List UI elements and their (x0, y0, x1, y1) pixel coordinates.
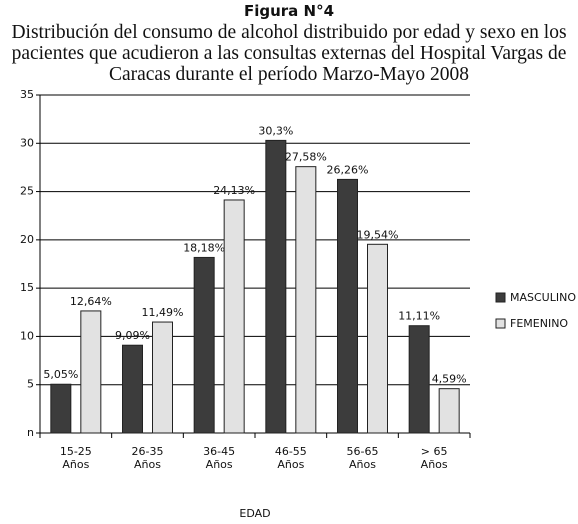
data-label: 11,49% (142, 306, 184, 319)
y-tick-label: 5 (27, 378, 34, 391)
data-label: 5,05% (43, 368, 78, 381)
bar (408, 325, 430, 434)
data-label: 18,18% (183, 241, 225, 254)
x-axis-label: EDAD (239, 507, 271, 520)
y-tick-label: 25 (20, 185, 34, 198)
data-label: 4,59% (432, 373, 467, 386)
bar (80, 310, 102, 434)
x-tick-label: 26-35 Años (131, 445, 164, 471)
chart-subtitle: Distribución del consumo de alcohol dist… (11, 22, 567, 85)
bar (223, 199, 245, 434)
y-tick-label: 20 (20, 233, 34, 246)
data-label: 30,3% (258, 124, 293, 137)
data-label: 24,13% (213, 184, 255, 197)
data-label: 11,11% (398, 310, 440, 323)
legend-label: MASCULINO (510, 291, 576, 304)
bar (193, 256, 215, 434)
data-label: 9,09% (115, 329, 150, 342)
x-tick-label: 36-45 Años (203, 445, 236, 471)
legend-label: FEMENINO (510, 317, 568, 330)
bar (50, 383, 72, 434)
y-tick-label: 35 (20, 88, 34, 101)
legend-swatch (495, 292, 506, 303)
x-tick-label: 46-55 Años (274, 445, 307, 471)
bar (337, 178, 358, 434)
data-label: 12,64% (70, 295, 112, 308)
x-tick-label: 15-25 Años (59, 445, 92, 471)
bar (122, 344, 143, 434)
x-tick-label: 56-65 Años (346, 445, 379, 471)
y-tick-label: 15 (20, 281, 34, 294)
y-tick-label: 30 (20, 136, 34, 149)
chart-title: Figura N°4 (243, 2, 335, 20)
legend-swatch (495, 318, 506, 329)
bar (265, 139, 287, 434)
bar (152, 321, 173, 434)
data-label: 19,54% (357, 228, 399, 241)
y-tick-label: n (27, 426, 34, 439)
y-tick-label: 10 (20, 329, 34, 342)
data-label: 27,58% (285, 151, 327, 164)
bar (438, 388, 460, 434)
data-label: 26,26% (327, 163, 369, 176)
x-tick-label: > 65 Años (420, 445, 448, 471)
bar (295, 166, 317, 434)
bar (367, 243, 388, 434)
